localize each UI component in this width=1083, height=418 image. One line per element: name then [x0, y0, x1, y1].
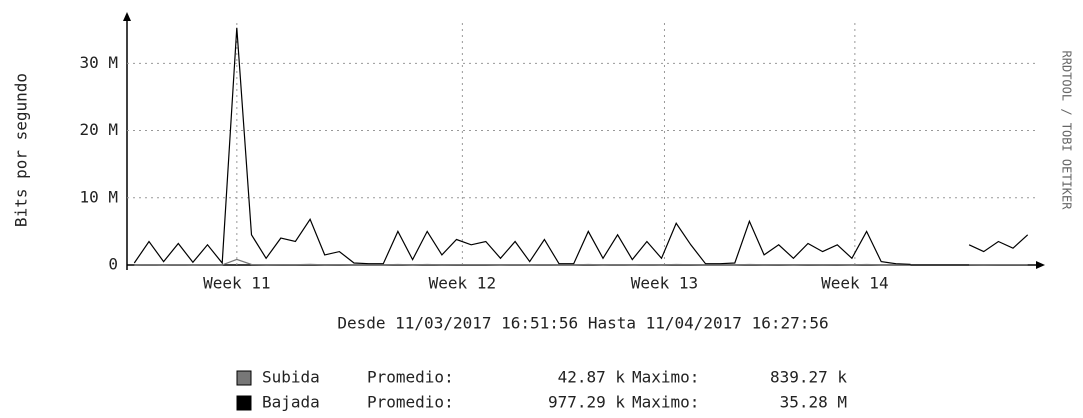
period: Desde 11/03/2017 16:51:56 Hasta 11/04/20… — [337, 314, 828, 333]
series-line — [133, 27, 1029, 265]
y-tick-label: 30 M — [79, 53, 118, 72]
legend-name: Bajada — [262, 393, 320, 412]
y-tick-label: 10 M — [79, 187, 118, 206]
y-arrow — [123, 12, 131, 21]
maximum-label: Maximo: — [632, 393, 699, 412]
x-arrow — [1036, 261, 1045, 269]
average-value: 42.87 k — [558, 368, 626, 387]
maximum-value: 35.28 M — [780, 393, 847, 412]
legend-swatch — [236, 370, 252, 386]
average-value: 977.29 k — [548, 393, 625, 412]
x-tick-label: Week 11 — [203, 274, 270, 293]
maximum-label: Maximo: — [632, 368, 699, 387]
maximum-value: 839.27 k — [770, 368, 847, 387]
series-line — [134, 258, 1028, 266]
legend-name: Subida — [262, 368, 320, 387]
side-label: RRDTOOL / TOBI OETIKER — [1060, 51, 1074, 211]
x-tick-label: Week 13 — [631, 274, 698, 293]
y-tick-label: 0 — [108, 255, 118, 274]
x-tick-label: Week 12 — [429, 274, 496, 293]
x-tick-label: Week 14 — [821, 274, 888, 293]
y-axis-label: Bits por segundo — [12, 73, 31, 227]
average-label: Promedio: — [367, 393, 454, 412]
average-label: Promedio: — [367, 368, 454, 387]
legend-swatch — [236, 395, 252, 411]
y-tick-label: 20 M — [79, 120, 118, 139]
